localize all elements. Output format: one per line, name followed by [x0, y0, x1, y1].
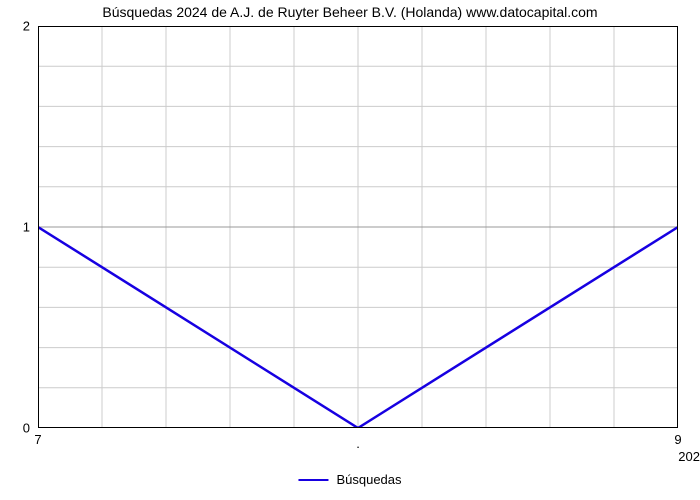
- y-tick-0: 0: [23, 421, 30, 436]
- legend-swatch: [298, 479, 328, 481]
- legend-label: Búsquedas: [336, 472, 401, 487]
- x-tick-0: 7: [34, 432, 41, 447]
- x-year-label: 202: [678, 449, 700, 464]
- x-center-dot: .: [356, 436, 360, 451]
- chart-title: Búsquedas 2024 de A.J. de Ruyter Beheer …: [0, 4, 700, 20]
- x-tick-1: 9: [674, 432, 681, 447]
- y-tick-1: 1: [23, 220, 30, 235]
- legend: Búsquedas: [298, 472, 401, 487]
- y-tick-2: 2: [23, 19, 30, 34]
- plot-area: 0 1 2 7 9 .: [38, 26, 678, 428]
- chart-svg: [38, 26, 678, 428]
